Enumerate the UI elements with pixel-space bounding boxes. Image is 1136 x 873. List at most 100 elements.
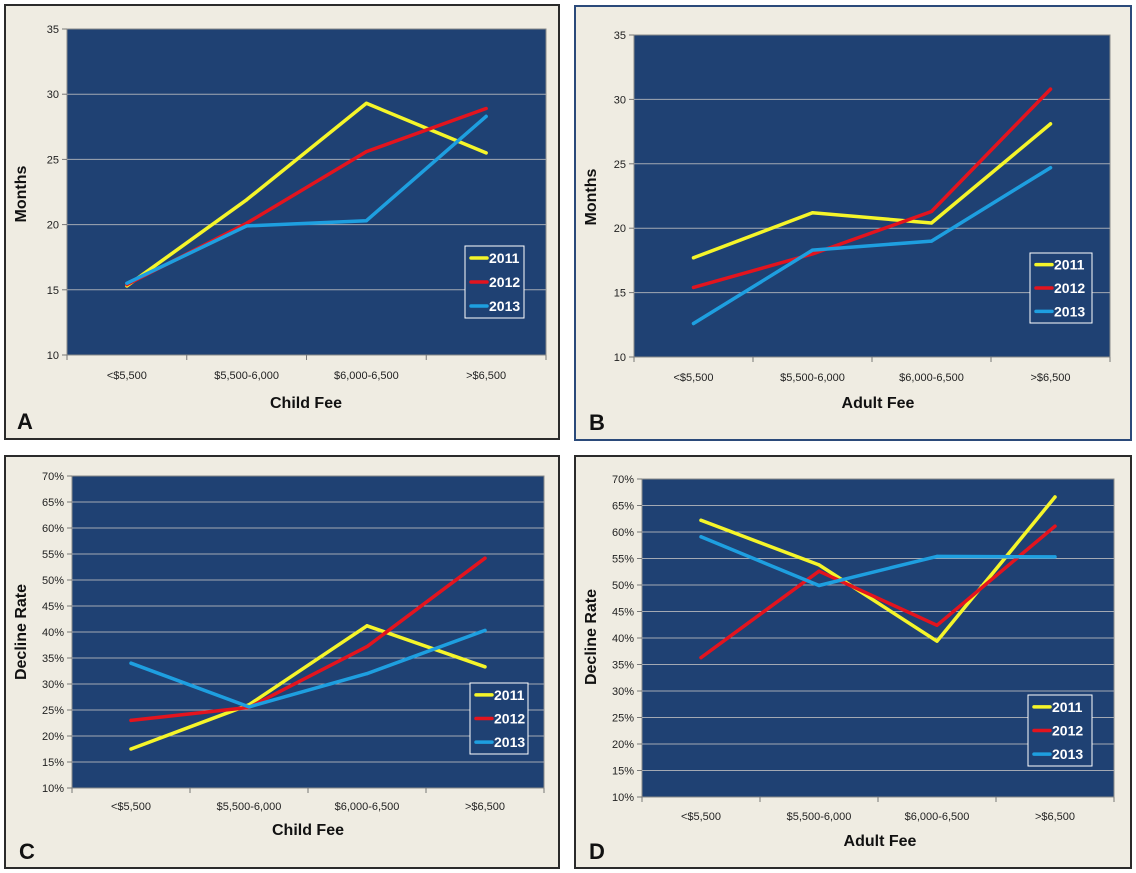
x-tick-label: $5,500-6,000: [780, 372, 845, 384]
series-line-2011: [125, 101, 488, 288]
data-point-2012: [929, 209, 934, 214]
y-tick-label: 15: [614, 288, 626, 300]
y-axis-title: Decline Rate: [583, 589, 600, 685]
chart-panel-a: 10 15 20 25 30 35 <$5,500 $5,500-6,000 $6,000-6,…: [4, 4, 560, 440]
legend-label-2013: 2013: [494, 734, 525, 750]
y-tick-label: 15: [47, 285, 59, 297]
chart-c-svg: 10% 15% 20% 25% 30% 35% 40% 45% 50% 55% 60% 65% 70% <…: [13, 471, 545, 839]
x-tick-label: $6,000-6,500: [335, 801, 400, 813]
y-axis-title: Decline Rate: [13, 584, 30, 680]
y-tick-label: 50%: [612, 580, 634, 592]
y-tick-label: 25%: [612, 713, 634, 725]
data-point-2011: [1053, 495, 1057, 499]
data-point-2013: [129, 661, 133, 665]
data-point-2012: [129, 718, 133, 722]
chart-panel-d: 10% 15% 20% 25% 30% 35% 40% 45% 50% 55% 60% 65% 70% <…: [574, 455, 1132, 869]
chart-panel-c: 10% 15% 20% 25% 30% 35% 40% 45% 50% 55% 60% 65% 70% <…: [4, 455, 560, 869]
data-point-2013: [247, 705, 251, 709]
legend-label-2011: 2011: [494, 687, 525, 703]
x-tick-label: <$5,500: [673, 372, 713, 384]
legend-label-2011: 2011: [1052, 699, 1083, 715]
series-line-2012: [129, 556, 487, 723]
data-point-2011: [129, 747, 133, 751]
data-point-2011: [691, 256, 696, 260]
x-axis-title: Child Fee: [272, 822, 344, 839]
x-tick-label: $5,500-6,000: [214, 370, 279, 382]
series-line-2013: [129, 628, 487, 709]
data-point-2013: [817, 583, 821, 588]
data-point-2013: [810, 248, 815, 252]
data-point-2013: [935, 554, 939, 558]
data-point-2012: [1053, 524, 1057, 528]
y-tick-label: 35: [47, 24, 59, 36]
y-tick-label: 40%: [612, 633, 634, 645]
y-tick-label: 55%: [612, 554, 634, 566]
y-tick-label: 20: [614, 223, 626, 235]
x-axis-title: Adult Fee: [842, 395, 915, 412]
chart-d-svg: 10% 15% 20% 25% 30% 35% 40% 45% 50% 55% 60% 65% 70% <…: [583, 474, 1115, 850]
y-tick-label: 30%: [612, 686, 634, 698]
series-line-2012: [691, 87, 1053, 290]
data-point-2012: [817, 569, 821, 573]
data-point-2011: [245, 198, 249, 202]
data-point-2011: [365, 624, 369, 628]
data-point-2013: [364, 219, 368, 223]
y-tick-label: 35: [614, 30, 626, 42]
x-tick-label: $5,500-6,000: [787, 811, 852, 823]
data-point-2013: [483, 628, 487, 633]
data-point-2012: [699, 656, 703, 660]
legend-label-2012: 2012: [1054, 280, 1085, 296]
data-point-2011: [817, 563, 821, 567]
series-line-2011: [129, 624, 487, 751]
x-tick-label: >$6,500: [1035, 811, 1075, 823]
y-tick-label: 25: [47, 154, 59, 166]
y-tick-label: 15%: [612, 766, 634, 778]
panel-label-d: D: [589, 839, 605, 864]
data-point-2011: [484, 151, 488, 155]
data-point-2012: [364, 149, 368, 154]
y-tick-label: 30%: [42, 679, 64, 691]
legend-label-2012: 2012: [489, 274, 520, 290]
data-point-2013: [699, 535, 703, 539]
y-tick-label: 15%: [42, 757, 64, 769]
data-point-2013: [1048, 166, 1053, 170]
x-tick-label: $6,000-6,500: [905, 811, 970, 823]
y-tick-label: 45%: [42, 601, 64, 613]
panel-label-b: B: [589, 410, 605, 435]
legend-label-2011: 2011: [1054, 257, 1085, 273]
y-tick-label: 35%: [42, 653, 64, 665]
x-tick-label: $6,000-6,500: [334, 370, 399, 382]
data-point-2011: [1048, 122, 1053, 126]
legend-label-2013: 2013: [1052, 746, 1083, 762]
x-tick-label: >$6,500: [466, 370, 506, 382]
y-tick-label: 20: [47, 220, 59, 232]
data-point-2012: [245, 221, 249, 225]
data-point-2011: [364, 101, 368, 105]
series-line-2011: [691, 122, 1053, 260]
series-line-2013: [691, 165, 1053, 326]
data-point-2013: [365, 672, 369, 676]
y-tick-label: 45%: [612, 607, 634, 619]
data-point-2013: [1053, 555, 1057, 559]
x-tick-label: <$5,500: [111, 801, 151, 813]
y-tick-label: 10: [614, 352, 626, 364]
data-point-2013: [929, 239, 934, 243]
chart-a-svg: 10 15 20 25 30 35 <$5,500 $5,500-6,000 $6,000-6,…: [13, 24, 547, 412]
data-point-2012: [935, 623, 939, 627]
x-tick-label: >$6,500: [465, 801, 505, 813]
series-line-2012: [699, 524, 1057, 660]
data-point-2013: [245, 224, 249, 228]
y-tick-label: 35%: [612, 660, 634, 672]
x-axis-title: Adult Fee: [844, 833, 917, 850]
y-tick-label: 10%: [42, 783, 64, 795]
y-tick-label: 40%: [42, 627, 64, 639]
data-point-2013: [484, 114, 488, 118]
data-point-2013: [125, 281, 129, 285]
x-tick-label: $6,000-6,500: [899, 372, 964, 384]
data-point-2012: [484, 106, 488, 111]
series-line-2011: [699, 495, 1057, 643]
data-point-2012: [1048, 87, 1053, 91]
y-axis-title: Months: [13, 165, 30, 222]
y-axis-title: Months: [583, 168, 600, 225]
y-tick-label: 70%: [42, 471, 64, 483]
